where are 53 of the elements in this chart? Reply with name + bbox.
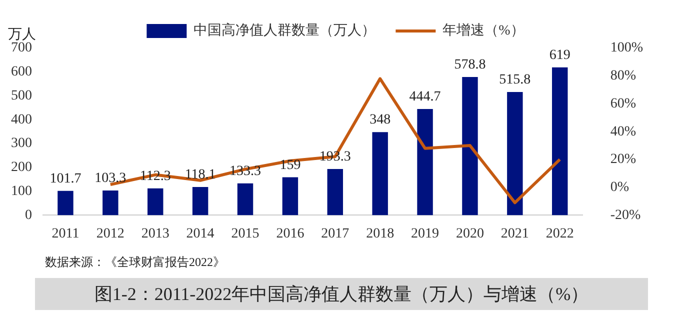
x-tick-label: 2013 xyxy=(141,226,170,242)
data-label: 193.3 xyxy=(319,150,351,165)
y2-tick-label: 80% xyxy=(610,68,636,84)
y-tick-label: 100 xyxy=(11,184,32,199)
bar xyxy=(58,190,74,216)
x-tick-label: 2014 xyxy=(186,226,214,242)
y-tick-label: 600 xyxy=(11,64,32,80)
bar xyxy=(507,92,523,216)
y-tick-label: 300 xyxy=(11,136,32,152)
bar xyxy=(417,108,433,216)
y-tick-label: 700 xyxy=(11,40,32,56)
y-tick-label: 500 xyxy=(11,88,32,104)
y-axis-title: 万人 xyxy=(8,26,36,43)
y-tick-label: 400 xyxy=(11,112,32,128)
data-label: 103.3 xyxy=(94,171,126,186)
y2-tick-label: -20% xyxy=(610,208,641,223)
x-tick-label: 2012 xyxy=(96,226,124,242)
x-tick-label: 2018 xyxy=(366,226,394,242)
legend-label: 年增速（%） xyxy=(442,22,524,39)
y-tick-label: 0 xyxy=(25,208,32,223)
y2-tick-label: 40% xyxy=(610,124,636,140)
bar xyxy=(372,132,388,216)
x-tick-label: 2019 xyxy=(411,226,440,242)
bar xyxy=(102,190,118,216)
data-label: 619 xyxy=(549,48,570,64)
legend-label: 中国高净值人群数量（万人） xyxy=(194,22,376,39)
data-label: 515.8 xyxy=(499,72,531,88)
x-tick-label: 2011 xyxy=(52,226,80,242)
source-note: 数据来源：《全球财富报告2022》 xyxy=(45,254,226,271)
data-label: 101.7 xyxy=(50,172,82,187)
x-tick-label: 2021 xyxy=(500,226,529,242)
data-label: 348 xyxy=(370,112,391,128)
x-tick-label: 2020 xyxy=(456,226,484,242)
bar xyxy=(462,76,478,216)
x-tick-label: 2015 xyxy=(231,226,260,242)
x-tick-label: 2016 xyxy=(276,226,304,242)
x-tick-label: 2017 xyxy=(321,226,350,242)
bar xyxy=(282,177,298,216)
y2-tick-label: 20% xyxy=(610,152,636,168)
data-label: 578.8 xyxy=(454,58,486,73)
data-label: 159 xyxy=(280,158,301,173)
bar xyxy=(327,169,344,216)
y2-tick-label: 0% xyxy=(610,180,630,196)
data-label: 444.7 xyxy=(409,90,441,105)
y2-tick-label: 60% xyxy=(610,96,636,112)
bar xyxy=(147,188,164,216)
bar xyxy=(552,67,568,216)
text: 图1-2：2011-2022年中国高净值人群数量（万人）与增速（%） xyxy=(35,278,648,310)
bar xyxy=(192,186,208,216)
y2-tick-label: 100% xyxy=(610,40,644,56)
y-tick-label: 200 xyxy=(11,160,32,176)
x-tick-label: 2022 xyxy=(546,226,574,242)
bar xyxy=(237,183,254,216)
